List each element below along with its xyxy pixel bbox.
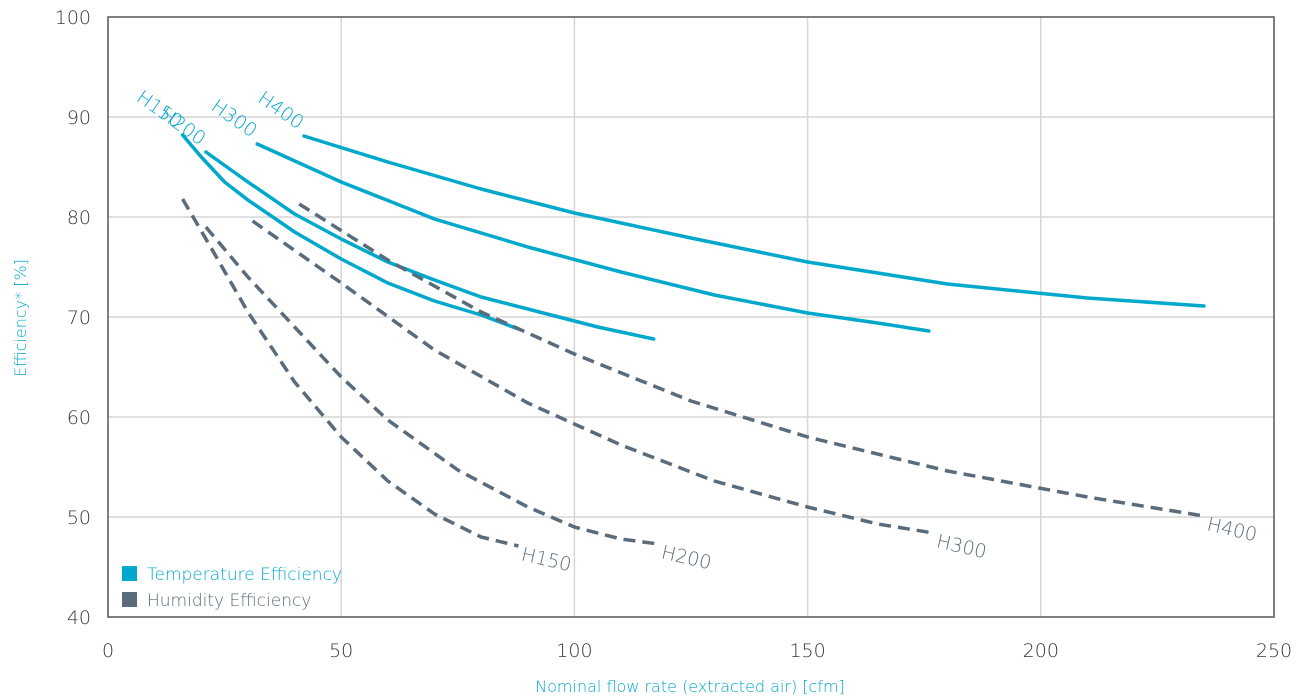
curve-label-temperature-h400: H400: [254, 87, 308, 134]
curve-label-humidity-h400: H400: [1205, 513, 1259, 546]
y-tick-label: 70: [67, 307, 91, 329]
x-tick-label: 0: [102, 640, 114, 662]
series-line-temperature-h300: [255, 142, 931, 333]
legend-label-temperature: Temperature Efficiency: [147, 565, 342, 585]
x-tick-label: 150: [789, 640, 825, 662]
series-line-humidity-h150: [181, 198, 519, 548]
x-tick-label: 250: [1256, 640, 1292, 662]
y-tick-label: 90: [67, 107, 91, 129]
series-line-humidity-h200: [204, 225, 659, 546]
series-line-temperature-h150: [180, 133, 521, 331]
y-tick-label: 80: [67, 207, 91, 229]
y-tick-label: 40: [67, 607, 91, 629]
curve-label-humidity-h200: H200: [659, 541, 713, 574]
legend: Temperature Efficiency Humidity Efficien…: [122, 565, 342, 611]
x-tick-label: 100: [556, 640, 592, 662]
legend-swatch-humidity: [122, 592, 137, 607]
tick-labels: 0 50 100 150 200 250 40 50 60 70 80 90 100: [55, 7, 1292, 662]
legend-swatch-temperature: [122, 566, 137, 581]
curve-label-temperature-h200: H200: [156, 103, 210, 150]
curve-label-temperature-h300: H300: [207, 95, 261, 142]
legend-label-humidity: Humidity Efficiency: [147, 591, 311, 611]
curve-label-humidity-h150: H150: [519, 543, 573, 576]
y-tick-label: 60: [67, 407, 91, 429]
x-tick-label: 50: [329, 640, 353, 662]
series-line-temperature-h400: [302, 134, 1206, 308]
x-tick-label: 200: [1023, 640, 1059, 662]
series-line-humidity-h400: [298, 202, 1205, 518]
grid: [108, 17, 1274, 617]
series-line-temperature-h200: [204, 150, 656, 341]
y-tick-label: 100: [55, 7, 91, 29]
y-axis-title: Efficiency* [%]: [11, 259, 30, 377]
curve-label-humidity-h300: H300: [934, 530, 988, 563]
series-lines: [180, 133, 1206, 548]
x-axis-title: Nominal flow rate (extracted air) [cfm]: [535, 677, 845, 696]
y-tick-label: 50: [67, 507, 91, 529]
plot-frame: [107, 16, 1275, 618]
